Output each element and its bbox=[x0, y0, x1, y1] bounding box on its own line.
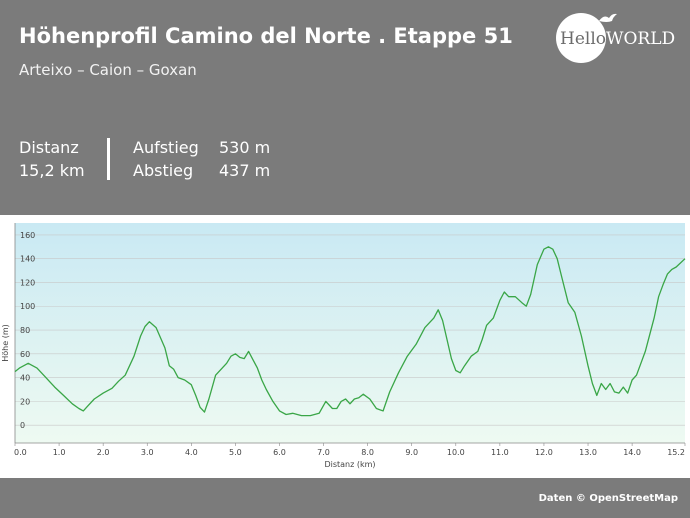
y-tick-label: 140 bbox=[20, 255, 35, 264]
header-panel: Höhenprofil Camino del Norte . Etappe 51… bbox=[0, 0, 690, 215]
data-credit: Daten © OpenStreetMap bbox=[538, 493, 678, 504]
x-tick-label: 6.0 bbox=[273, 448, 286, 457]
y-axis-label: Höhe (m) bbox=[1, 324, 10, 361]
x-tick-label: 12.0 bbox=[535, 448, 553, 457]
y-tick-label: 80 bbox=[20, 326, 30, 335]
y-tick-label: 60 bbox=[20, 350, 30, 359]
x-axis-ticks: 0.0 1.0 2.0 3.0 4.0 5.0 6.0 7.0 8.0 9.0 10.0 11.0 12… bbox=[14, 443, 686, 457]
logo-circle bbox=[556, 13, 606, 63]
y-tick-label: 120 bbox=[20, 278, 35, 287]
elevation-chart-svg: 0 20 40 60 80 100 120 140 160 0.0 1.0 2.0 3.0 4.0 5.0… bbox=[1, 223, 686, 469]
y-tick-label: 40 bbox=[20, 374, 30, 383]
stats-divider bbox=[107, 138, 110, 180]
x-tick-label: 7.0 bbox=[317, 448, 330, 457]
x-tick-label: 10.0 bbox=[447, 448, 465, 457]
ascent-label: Aufstieg bbox=[133, 138, 199, 157]
x-tick-label: 8.0 bbox=[361, 448, 374, 457]
plot-area bbox=[15, 223, 685, 443]
x-tick-label: 9.0 bbox=[405, 448, 418, 457]
y-tick-label: 0 bbox=[20, 421, 25, 430]
x-tick-label: 1.0 bbox=[53, 448, 66, 457]
x-tick-label: 4.0 bbox=[185, 448, 198, 457]
x-tick-label: 13.0 bbox=[579, 448, 597, 457]
route-subtitle: Arteixo – Caion – Goxan bbox=[19, 61, 197, 79]
x-tick-label: 15.2 bbox=[667, 448, 685, 457]
ascent-value: 530 m bbox=[219, 138, 271, 157]
x-tick-label: 0.0 bbox=[14, 448, 27, 457]
elevation-line bbox=[14, 246, 686, 417]
elevation-values: 530 m 437 m bbox=[219, 136, 270, 182]
logo-hello: Hello bbox=[560, 29, 606, 49]
grid-lines bbox=[15, 234, 685, 426]
distance-label: Distanz bbox=[19, 138, 79, 157]
distance-value: 15,2 km bbox=[19, 161, 85, 180]
bird-logo-icon bbox=[599, 13, 617, 22]
y-tick-label: 20 bbox=[20, 397, 30, 406]
descent-label: Abstieg bbox=[133, 161, 194, 180]
footer-bar: Daten © OpenStreetMap bbox=[0, 478, 690, 518]
logo-world: WORLD bbox=[606, 29, 676, 49]
x-axis-label: Distanz (km) bbox=[324, 460, 375, 469]
y-axis-ticks: 0 20 40 60 80 100 120 140 160 bbox=[20, 231, 35, 430]
y-tick-label: 160 bbox=[20, 231, 35, 240]
x-tick-label: 11.0 bbox=[491, 448, 509, 457]
x-tick-label: 3.0 bbox=[141, 448, 154, 457]
x-tick-label: 14.0 bbox=[623, 448, 641, 457]
x-tick-label: 2.0 bbox=[97, 448, 110, 457]
distance-stat: Distanz 15,2 km bbox=[19, 136, 85, 182]
logo-wordmark: HelloWORLD bbox=[560, 29, 675, 49]
page-title: Höhenprofil Camino del Norte . Etappe 51 bbox=[19, 24, 513, 48]
y-tick-label: 100 bbox=[20, 302, 35, 311]
descent-value: 437 m bbox=[219, 161, 271, 180]
x-tick-label: 5.0 bbox=[229, 448, 242, 457]
elevation-labels: Aufstieg Abstieg bbox=[133, 136, 199, 182]
elevation-chart: 0 20 40 60 80 100 120 140 160 0.0 1.0 2.0 3.0 4.0 5.0… bbox=[0, 215, 690, 478]
